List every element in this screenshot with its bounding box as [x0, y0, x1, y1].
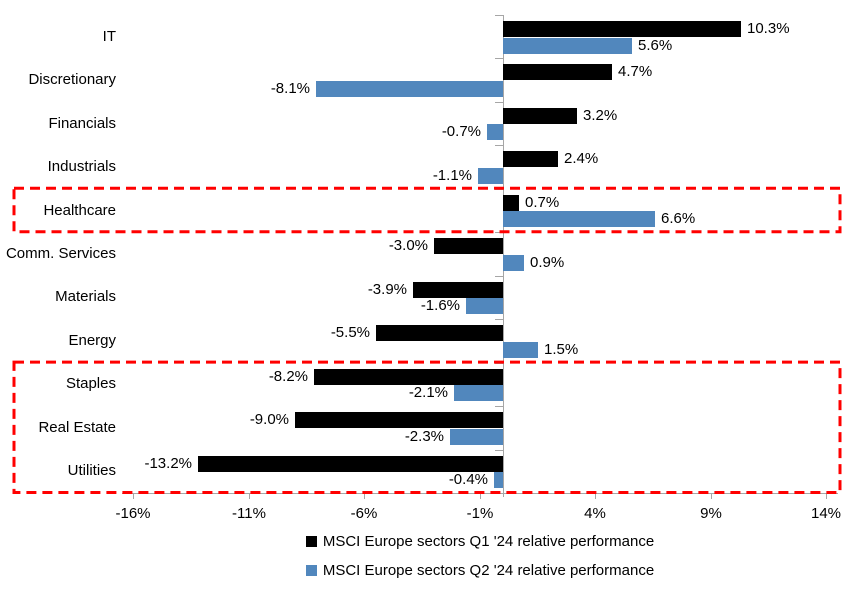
x-axis-tick	[826, 493, 827, 499]
value-label-q2-financials: -0.7%	[441, 123, 481, 141]
bar-q2-energy	[503, 341, 538, 358]
value-label-q2-industrials: -1.1%	[432, 166, 472, 184]
x-tick-label-1: -1%	[466, 505, 494, 522]
value-label-q2-healthcare: 6.6%	[661, 210, 696, 228]
value-label-q1-materials: -3.9%	[367, 280, 407, 298]
category-boundary-tick	[495, 450, 503, 451]
category-label-staples: Staples	[65, 375, 116, 392]
x-axis-tick	[711, 493, 712, 499]
bar-q1-it	[503, 21, 741, 37]
x-axis-tick	[133, 493, 134, 499]
category-boundary-tick	[495, 406, 503, 407]
value-label-q1-financials: 3.2%	[583, 106, 618, 124]
value-label-q1-comm-services: -3.0%	[388, 237, 428, 255]
legend-swatch-q2-icon	[305, 564, 317, 576]
x-axis-tick	[249, 493, 250, 499]
value-label-q1-utilities: -13.2%	[144, 454, 192, 472]
x-axis-tick	[364, 493, 365, 499]
bar-q1-real-estate	[295, 412, 503, 429]
category-label-utilities: Utilities	[67, 462, 116, 479]
x-tick-label-9: 9%	[700, 505, 722, 522]
bar-q2-healthcare	[503, 211, 656, 228]
bar-q2-industrials	[477, 167, 503, 184]
bar-q2-utilities	[493, 472, 503, 489]
bar-q1-healthcare	[503, 194, 520, 211]
category-boundary-tick	[495, 493, 503, 494]
bar-q1-energy	[375, 325, 503, 342]
category-boundary-tick	[495, 319, 503, 320]
bar-q1-materials	[412, 281, 503, 298]
category-boundary-tick	[495, 276, 503, 277]
category-boundary-tick	[495, 15, 503, 16]
category-label-real-estate: Real Estate	[38, 419, 116, 436]
category-boundary-tick	[495, 232, 503, 233]
bar-q1-comm-services	[433, 238, 503, 255]
value-label-q2-comm-services: 0.9%	[530, 253, 565, 271]
bar-q1-financials	[503, 107, 577, 124]
category-label-healthcare: Healthcare	[43, 202, 116, 219]
value-label-q1-discretionary: 4.7%	[618, 63, 653, 81]
category-boundary-tick	[495, 58, 503, 59]
bar-q2-it	[503, 37, 633, 54]
value-label-q2-energy: 1.5%	[544, 340, 579, 358]
legend: MSCI Europe sectors Q1 '24 relative perf…	[122, 530, 838, 581]
category-boundary-tick	[495, 145, 503, 146]
value-label-q2-discretionary: -8.1%	[270, 79, 310, 97]
x-tick-label-14: 14%	[810, 505, 842, 522]
x-tick-label-4: 4%	[584, 505, 606, 522]
category-boundary-tick	[495, 102, 503, 103]
category-label-financials: Financials	[48, 115, 116, 132]
x-axis-tick	[595, 493, 596, 499]
value-label-q2-utilities: -0.4%	[448, 471, 488, 489]
category-label-comm-services: Comm. Services	[5, 245, 116, 262]
bar-q1-industrials	[503, 151, 559, 168]
bar-q2-materials	[466, 298, 503, 315]
x-axis-tick	[480, 493, 481, 499]
category-boundary-tick	[495, 189, 503, 190]
bar-q2-financials	[486, 124, 503, 141]
bar-q2-comm-services	[503, 254, 524, 271]
value-label-q1-healthcare: 0.7%	[525, 193, 560, 211]
value-label-q2-materials: -1.6%	[420, 297, 460, 315]
value-label-q1-it: 10.3%	[747, 20, 790, 37]
legend-label-q2: MSCI Europe sectors Q2 '24 relative perf…	[322, 561, 655, 579]
x-tick-label-16: -16%	[115, 505, 151, 522]
category-boundary-tick	[495, 363, 503, 364]
category-label-it: IT	[102, 28, 116, 45]
value-label-q2-real-estate: -2.3%	[404, 427, 444, 445]
legend-swatch-q1-icon	[305, 535, 317, 547]
category-label-industrials: Industrials	[47, 158, 116, 175]
x-tick-label-11: -11%	[232, 505, 266, 522]
legend-item-q1: MSCI Europe sectors Q1 '24 relative perf…	[305, 530, 655, 552]
legend-item-q2: MSCI Europe sectors Q2 '24 relative perf…	[305, 559, 655, 581]
value-label-q2-staples: -2.1%	[408, 384, 448, 402]
value-label-q1-industrials: 2.4%	[564, 150, 599, 168]
value-label-q2-it: 5.6%	[638, 36, 673, 54]
value-label-q1-real-estate: -9.0%	[249, 411, 289, 429]
bar-q2-staples	[454, 385, 503, 402]
bar-q2-real-estate	[449, 428, 503, 445]
value-label-q1-staples: -8.2%	[268, 367, 308, 385]
x-tick-label-6: -6%	[350, 505, 378, 522]
legend-label-q1: MSCI Europe sectors Q1 '24 relative perf…	[322, 532, 655, 550]
category-label-energy: Energy	[68, 332, 116, 349]
category-label-materials: Materials	[55, 288, 116, 305]
category-label-discretionary: Discretionary	[28, 71, 116, 88]
value-label-q1-energy: -5.5%	[330, 324, 370, 342]
bar-q1-discretionary	[503, 64, 612, 81]
bar-q2-discretionary	[315, 80, 503, 97]
